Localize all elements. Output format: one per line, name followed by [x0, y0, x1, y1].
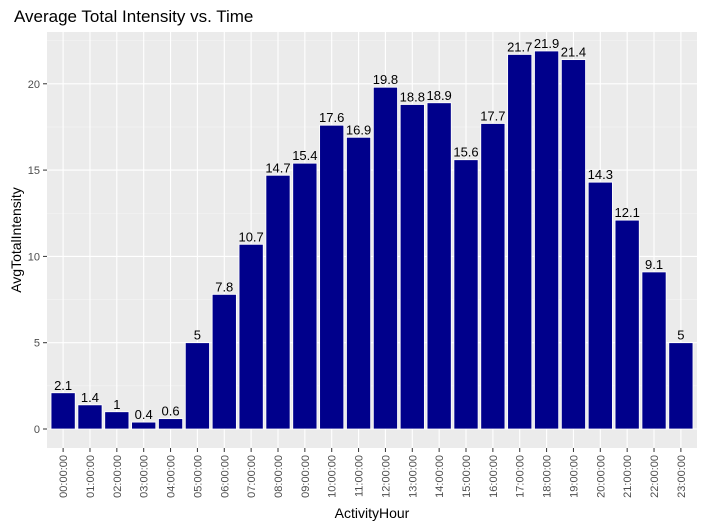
bar-11 — [346, 136, 372, 430]
y-axis: 0 5 10 15 20 — [28, 79, 47, 436]
bar-08 — [265, 174, 291, 430]
bar-04 — [158, 418, 184, 430]
data-label: 18.9 — [426, 88, 451, 103]
bars — [50, 50, 694, 430]
x-tick-label: 21:00:00 — [622, 455, 634, 498]
data-label: 16.9 — [346, 122, 371, 137]
x-tick-label: 08:00:00 — [273, 455, 285, 498]
x-tick-label: 16:00:00 — [488, 455, 500, 498]
data-label: 5 — [194, 328, 201, 343]
data-label: 5 — [677, 328, 684, 343]
data-label: 21.4 — [561, 45, 586, 60]
data-label: 17.6 — [319, 110, 344, 125]
data-label: 18.8 — [400, 89, 425, 104]
bar-21 — [614, 219, 640, 430]
x-axis-title: ActivityHour — [335, 505, 410, 521]
chart-title: Average Total Intensity vs. Time — [14, 7, 253, 26]
x-tick-label: 17:00:00 — [515, 455, 527, 498]
bar-03 — [131, 421, 157, 430]
bar-06 — [211, 293, 237, 430]
x-tick-label: 23:00:00 — [676, 455, 688, 498]
y-tick-label: 10 — [28, 251, 40, 263]
x-tick-label: 10:00:00 — [327, 455, 339, 498]
data-label: 21.9 — [534, 36, 559, 51]
bar-19 — [560, 59, 586, 430]
x-tick-label: 00:00:00 — [58, 455, 70, 498]
bar-00 — [50, 392, 76, 430]
data-label: 0.4 — [135, 407, 153, 422]
data-label: 17.7 — [480, 108, 505, 123]
y-axis-title: AvgTotalIntensity — [8, 187, 24, 293]
data-label: 1.4 — [81, 390, 99, 405]
data-label: 7.8 — [215, 279, 233, 294]
x-tick-label: 09:00:00 — [300, 455, 312, 498]
x-tick-label: 03:00:00 — [139, 455, 151, 498]
x-tick-label: 18:00:00 — [542, 455, 554, 498]
y-tick-label: 20 — [28, 79, 40, 91]
data-label: 19.8 — [373, 72, 398, 87]
y-tick-label: 0 — [34, 424, 40, 436]
bar-18 — [534, 50, 560, 430]
data-labels: 2.1 1.4 1 0.4 0.6 5 7.8 10.7 14.715.4 17.616.9 19.… — [54, 36, 684, 422]
x-axis: 00:00:00 01:00:00 02:00:00 03:00:00 04:00:00… — [58, 448, 688, 498]
x-tick-label: 15:00:00 — [461, 455, 473, 498]
x-tick-label: 13:00:00 — [407, 455, 419, 498]
bar-09 — [292, 162, 318, 430]
bar-23 — [668, 342, 694, 430]
bar-01 — [77, 404, 103, 430]
x-tick-label: 06:00:00 — [219, 455, 231, 498]
x-tick-label: 20:00:00 — [595, 455, 607, 498]
data-label: 14.7 — [265, 160, 290, 175]
bar-07 — [238, 243, 264, 430]
data-label: 9.1 — [645, 257, 663, 272]
x-tick-label: 11:00:00 — [354, 455, 366, 497]
data-label: 21.7 — [507, 39, 532, 54]
x-tick-label: 01:00:00 — [85, 455, 97, 498]
x-tick-label: 07:00:00 — [246, 455, 258, 498]
x-tick-label: 02:00:00 — [112, 455, 124, 498]
data-label: 2.1 — [54, 378, 72, 393]
x-tick-label: 12:00:00 — [380, 455, 392, 498]
data-label: 10.7 — [238, 229, 263, 244]
bar-12 — [372, 86, 398, 430]
data-label: 12.1 — [615, 205, 640, 220]
bar-20 — [587, 181, 613, 430]
x-tick-label: 05:00:00 — [192, 455, 204, 498]
x-tick-label: 22:00:00 — [649, 455, 661, 498]
data-label: 1 — [113, 397, 120, 412]
bar-13 — [399, 104, 425, 430]
data-label: 14.3 — [588, 167, 613, 182]
data-label: 15.6 — [453, 145, 478, 160]
bar-16 — [480, 123, 506, 430]
bar-15 — [453, 159, 479, 430]
bar-05 — [184, 342, 210, 430]
y-tick-label: 15 — [28, 165, 40, 177]
x-tick-label: 19:00:00 — [568, 455, 580, 498]
data-label: 0.6 — [162, 404, 180, 419]
bar-14 — [426, 102, 452, 430]
x-tick-label: 04:00:00 — [166, 455, 178, 498]
bar-17 — [507, 54, 533, 430]
bar-02 — [104, 411, 130, 430]
x-tick-label: 14:00:00 — [434, 455, 446, 498]
bar-10 — [319, 124, 345, 430]
y-tick-label: 5 — [34, 338, 40, 350]
bar-22 — [641, 271, 667, 430]
data-label: 15.4 — [292, 148, 317, 163]
